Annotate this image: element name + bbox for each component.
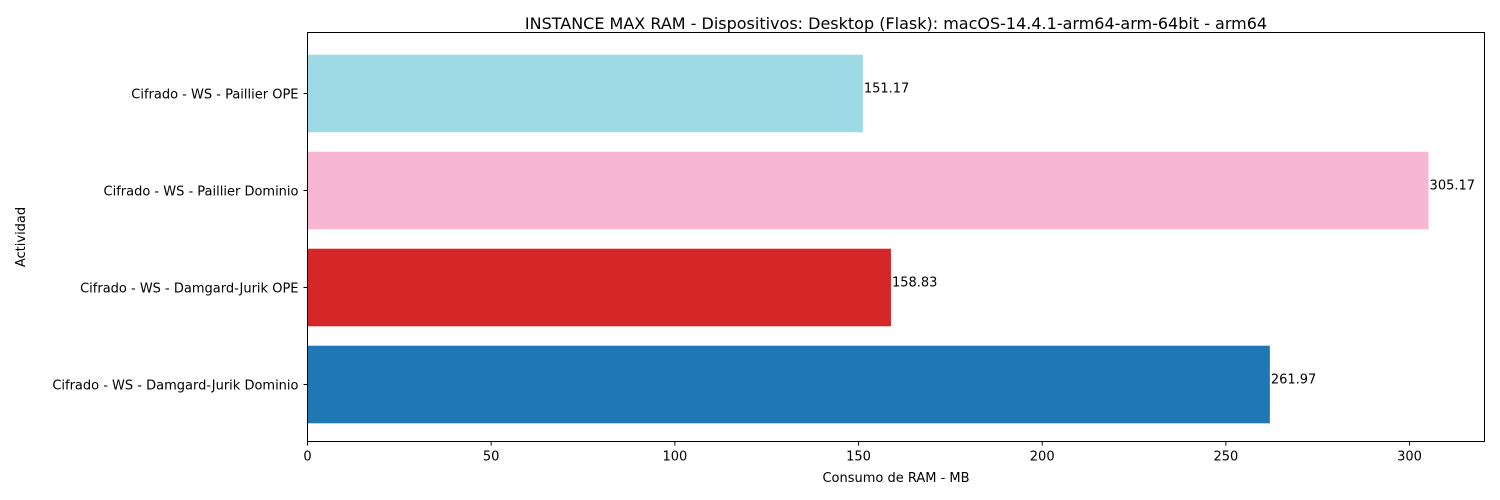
data-label: 158.83 [892, 276, 938, 291]
data-labels: 261.97 158.83 305.17 151.17 [864, 82, 1475, 388]
bar-3 [307, 151, 1429, 230]
x-tick-label: 300 [1397, 450, 1422, 465]
y-axis-ticks: Cifrado - WS - Damgard-Jurik Dominio Cifr… [52, 88, 308, 394]
data-label: 151.17 [864, 82, 910, 97]
x-tick-label: 50 [483, 450, 500, 465]
y-tick-label: Cifrado - WS - Damgard-Jurik OPE [80, 282, 298, 297]
x-tick-label: 0 [303, 450, 311, 465]
x-axis-ticks: 0 50 100 150 200 250 300 [303, 441, 1422, 465]
data-label: 261.97 [1271, 373, 1317, 388]
x-tick-label: 150 [846, 450, 871, 465]
bar-1 [307, 345, 1270, 424]
data-label: 305.17 [1430, 179, 1476, 194]
x-axis-title: Consumo de RAM - MB [822, 471, 969, 486]
plot-frame [307, 32, 1485, 442]
y-axis-title: Actividad [14, 207, 29, 267]
y-tick-label: Cifrado - WS - Paillier Dominio [104, 185, 299, 200]
bar-4 [307, 54, 863, 133]
bar-2 [307, 248, 891, 327]
x-tick-label: 200 [1030, 450, 1055, 465]
x-tick-label: 250 [1213, 450, 1238, 465]
bars-layer [307, 54, 1429, 424]
x-tick-label: 100 [662, 450, 687, 465]
chart-title: INSTANCE MAX RAM - Dispositivos: Desktop… [525, 14, 1267, 33]
y-tick-label: Cifrado - WS - Paillier OPE [131, 88, 298, 103]
y-tick-label: Cifrado - WS - Damgard-Jurik Dominio [52, 379, 298, 394]
